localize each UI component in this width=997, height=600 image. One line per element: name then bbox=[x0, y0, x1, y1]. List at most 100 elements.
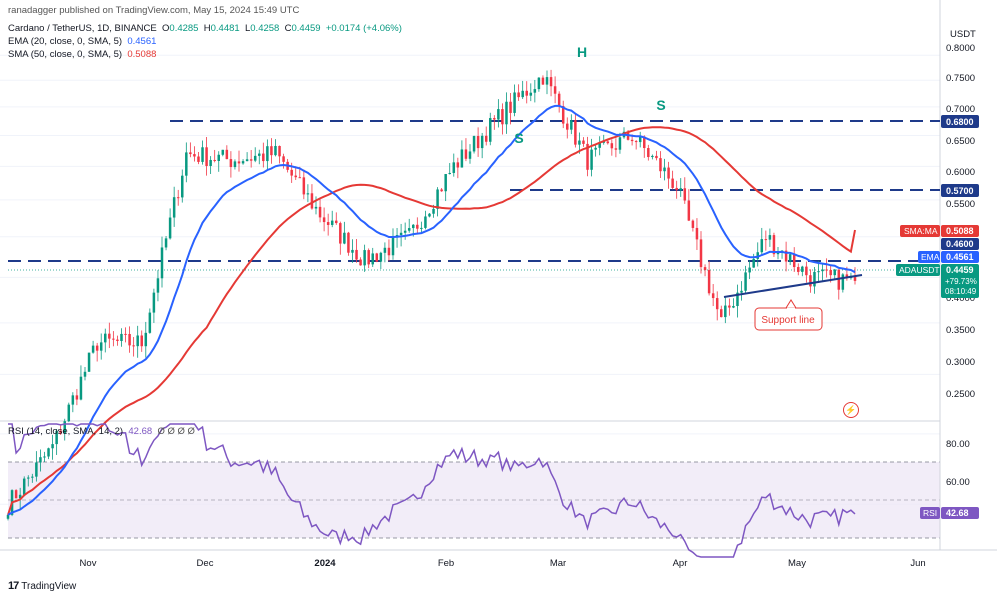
sma-tag-value bbox=[941, 225, 979, 237]
candle-body bbox=[367, 250, 370, 265]
candle-body bbox=[306, 193, 310, 195]
candle-body bbox=[359, 259, 362, 266]
candle-body bbox=[144, 332, 148, 347]
candle-body bbox=[647, 148, 650, 158]
candle-body bbox=[748, 267, 751, 273]
candle-body bbox=[468, 151, 472, 159]
level-tag-0460 bbox=[941, 238, 979, 250]
candle-body bbox=[217, 154, 220, 161]
candle-body bbox=[533, 89, 537, 93]
candle-body bbox=[140, 335, 143, 347]
candle-body bbox=[197, 156, 200, 162]
ema-legend[interactable]: EMA (20, close, 0, SMA, 5) 0.4561 bbox=[8, 36, 156, 47]
candle-body bbox=[209, 159, 212, 166]
candle-body bbox=[497, 109, 500, 120]
head-label: H bbox=[577, 44, 587, 60]
symbol-title[interactable]: Cardano / TetherUS, 1D, BINANCE bbox=[8, 23, 157, 34]
support-trendline[interactable] bbox=[723, 274, 863, 298]
candle-body bbox=[663, 167, 666, 172]
high-label: H bbox=[203, 23, 211, 34]
candle-body bbox=[164, 238, 168, 248]
candle-body bbox=[229, 159, 233, 168]
candle-body bbox=[691, 220, 695, 228]
rsi-legend[interactable]: RSI (14, close, SMA, 14, 2) 42.68 Ø Ø Ø … bbox=[8, 426, 195, 437]
candle-body bbox=[375, 253, 379, 262]
rsi-tag-value-text: 42.68 bbox=[946, 508, 969, 518]
candle-body bbox=[833, 269, 836, 276]
ema-legend-value: 0.4561 bbox=[127, 36, 157, 47]
candle-body bbox=[736, 292, 739, 307]
candle-body bbox=[541, 77, 545, 85]
rsi-line bbox=[8, 423, 856, 558]
price-tag-text: 0.4459 bbox=[946, 265, 974, 275]
ema-tag-value-text: 0.4561 bbox=[946, 252, 974, 262]
right-shoulder-label: S bbox=[656, 97, 665, 113]
candle-body bbox=[768, 235, 772, 240]
candle-body bbox=[756, 252, 759, 259]
candle-body bbox=[120, 333, 123, 342]
lightning-icon[interactable]: ⚡ bbox=[843, 402, 859, 418]
candle-body bbox=[440, 189, 443, 192]
rsi-axis-label: 60.00 bbox=[946, 477, 970, 488]
candle-body bbox=[561, 105, 565, 124]
candle-body bbox=[509, 101, 512, 113]
candle-body bbox=[598, 142, 601, 148]
candle-body bbox=[148, 312, 152, 333]
candle-body bbox=[55, 430, 58, 445]
change-value: +0.0174 (+4.06%) bbox=[325, 23, 402, 34]
candle-body bbox=[829, 269, 832, 276]
candle-body bbox=[27, 477, 30, 479]
candle-body bbox=[424, 216, 427, 228]
candle-body bbox=[456, 162, 460, 168]
candle-body bbox=[363, 250, 366, 266]
candle-body bbox=[87, 352, 91, 372]
ema-legend-label: EMA (20, close, 0, SMA, 5) bbox=[8, 36, 123, 47]
price-tag bbox=[941, 264, 979, 298]
candle-body bbox=[545, 77, 549, 85]
price-axis-label: 0.3500 bbox=[946, 325, 975, 336]
candle-body bbox=[420, 227, 423, 229]
sma-tag-name bbox=[900, 225, 940, 237]
candle-body bbox=[339, 223, 342, 244]
candle-body bbox=[185, 152, 188, 176]
candle-body bbox=[266, 146, 269, 162]
price-tag-countdown: 08:10:49 bbox=[945, 287, 977, 296]
candle-body bbox=[720, 309, 723, 318]
candle-body bbox=[302, 177, 306, 195]
price-axis-label: 0.8000 bbox=[946, 43, 975, 54]
candle-body bbox=[108, 333, 111, 339]
candle-body bbox=[792, 254, 796, 268]
candle-body bbox=[574, 120, 577, 145]
candle-body bbox=[51, 444, 54, 449]
close-value: 0.4459 bbox=[291, 23, 321, 34]
candle-body bbox=[233, 161, 237, 168]
sma-legend[interactable]: SMA (50, close, 0, SMA, 5) 0.5088 bbox=[8, 49, 156, 60]
candle-body bbox=[557, 93, 561, 106]
candle-body bbox=[225, 149, 229, 160]
candle-body bbox=[124, 333, 127, 335]
candle-body bbox=[47, 448, 50, 457]
tradingview-logo[interactable]: 17 TradingView bbox=[8, 580, 76, 592]
candle-body bbox=[213, 159, 216, 161]
candle-body bbox=[553, 86, 557, 94]
level-tag-0460-text: 0.4600 bbox=[946, 239, 974, 249]
time-axis-label: Mar bbox=[550, 558, 566, 569]
time-axis-label: 2024 bbox=[314, 558, 336, 569]
candle-body bbox=[505, 101, 508, 125]
candle-body bbox=[95, 345, 99, 351]
candle-body bbox=[71, 395, 75, 405]
sma-legend-label: SMA (50, close, 0, SMA, 5) bbox=[8, 49, 123, 60]
candle-body bbox=[99, 342, 103, 351]
low-value: 0.4258 bbox=[250, 23, 280, 34]
high-value: 0.4481 bbox=[210, 23, 240, 34]
candle-body bbox=[582, 140, 585, 144]
rsi-legend-label: RSI (14, close, SMA, 14, 2) bbox=[8, 426, 124, 437]
candle-body bbox=[476, 136, 480, 149]
symbol-tag-text: ADAUSDT bbox=[899, 265, 940, 275]
candle-body bbox=[817, 271, 820, 273]
candle-body bbox=[813, 271, 816, 287]
time-axis-label: Dec bbox=[197, 558, 214, 569]
candle-body bbox=[156, 278, 160, 293]
rsi-tag-name bbox=[920, 507, 940, 519]
